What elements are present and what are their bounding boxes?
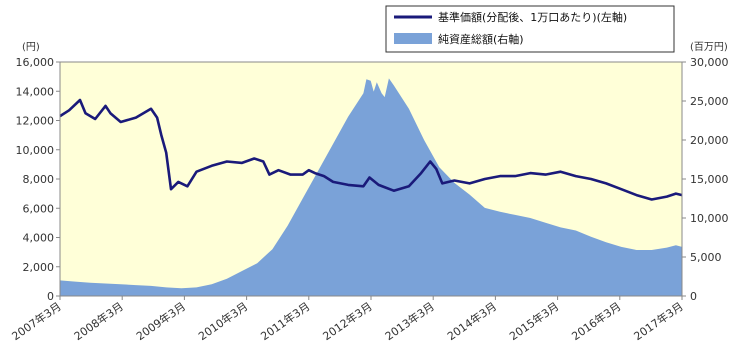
x-tick-label: 2015年3月	[507, 299, 562, 343]
x-tick-label: 2017年3月	[631, 299, 686, 343]
net-assets-area	[60, 78, 682, 297]
right-tick-label: 5,000	[690, 251, 722, 264]
x-tick-label: 2013年3月	[382, 299, 437, 343]
x-tick-label: 2011年3月	[258, 299, 313, 343]
right-axis-ticks: 0 5,000 10,000 15,000 20,000 25,000 30,000	[682, 56, 729, 303]
x-axis-ticks: 2007年3月 2008年3月 2009年3月 2010年3月 2011年3月 2012年…	[9, 296, 686, 343]
left-tick-label: 12,000	[16, 115, 55, 128]
right-tick-label: 15,000	[690, 173, 729, 186]
legend-box	[385, 5, 675, 53]
left-axis-unit: (円)	[22, 42, 40, 53]
left-tick-label: 6,000	[23, 202, 55, 215]
left-axis-ticks: 0 2,000 4,000 6,000 8,000 10,000 12,000 14,000 1…	[16, 56, 60, 303]
left-tick-label: 14,000	[16, 85, 55, 98]
right-tick-label: 25,000	[690, 95, 729, 108]
legend-label-nav: 基準価額(分配後、1万口あたり)(左軸)	[438, 10, 627, 24]
x-tick-label: 2014年3月	[444, 299, 499, 343]
nav-line	[59, 98, 683, 201]
left-tick-label: 4,000	[23, 232, 55, 245]
line-series-layer	[59, 98, 683, 201]
left-tick-label: 16,000	[16, 56, 55, 69]
left-tick-label: 0	[47, 290, 54, 303]
x-tick-label: 2009年3月	[133, 299, 188, 343]
right-tick-label: 30,000	[690, 56, 729, 69]
left-tick-label: 2,000	[23, 261, 55, 274]
right-tick-label: 0	[690, 290, 697, 303]
legend-area-swatch	[394, 33, 432, 44]
left-tick-label: 10,000	[16, 144, 55, 157]
x-tick-label: 2007年3月	[9, 299, 64, 343]
legend-label-assets: 純資産総額(右軸)	[438, 32, 524, 46]
area-series-layer	[60, 78, 682, 297]
x-tick-label: 2008年3月	[71, 299, 126, 343]
legend: 基準価額(分配後、1万口あたり)(左軸) 純資産総額(右軸)	[385, 5, 675, 53]
x-tick-label: 2012年3月	[320, 299, 375, 343]
left-tick-label: 8,000	[23, 173, 55, 186]
right-tick-label: 10,000	[690, 212, 729, 225]
x-tick-label: 2016年3月	[569, 299, 624, 343]
right-tick-label: 20,000	[690, 134, 729, 147]
x-tick-label: 2010年3月	[196, 299, 251, 343]
right-axis-unit: (百万円)	[690, 41, 728, 53]
